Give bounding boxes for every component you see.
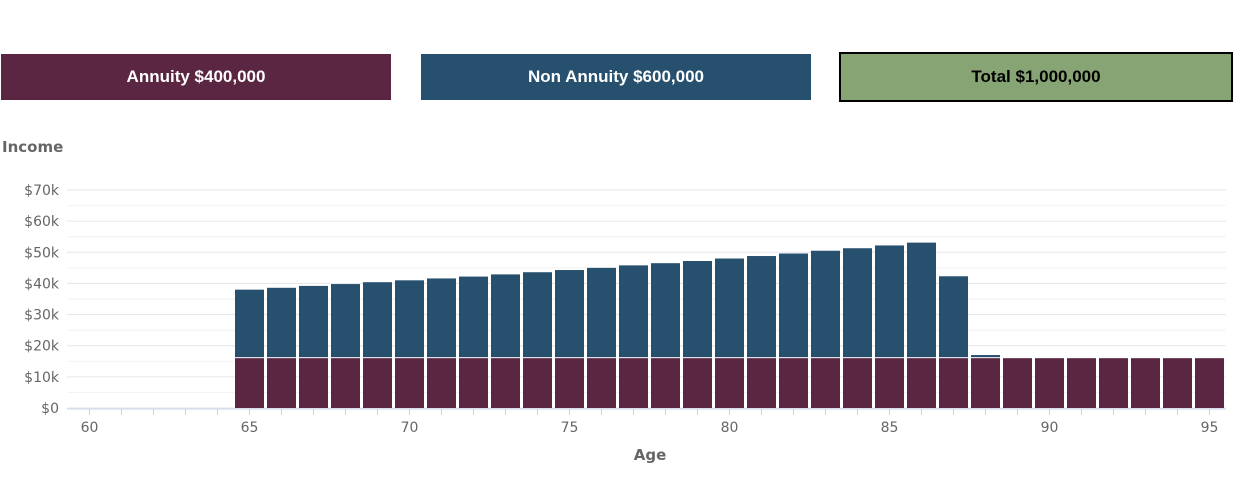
grand-total-label: Total $1,000,000	[971, 67, 1101, 86]
non-annuity-bar-age-77	[619, 265, 648, 358]
x-tick-labels: 60 65 70 75 80 85 90 95	[81, 420, 1219, 436]
x-tick-label: 95	[1201, 420, 1219, 436]
x-tick-label: 65	[241, 420, 259, 436]
non-annuity-bar-age-78	[651, 263, 680, 358]
non-annuity-bar-age-86	[907, 242, 936, 358]
non-annuity-bar-age-84	[843, 248, 872, 358]
non-annuity-bar-age-80	[715, 258, 744, 358]
bars-layer	[235, 242, 1224, 408]
y-tick-label: $20k	[24, 339, 60, 355]
non-annuity-bar-age-68	[331, 284, 360, 358]
non-annuity-bar-age-87	[939, 276, 968, 358]
annuity-bar-age-91	[1067, 358, 1096, 408]
annuity-bar-age-72	[459, 358, 488, 408]
grand-total-banner: Total $1,000,000	[839, 52, 1233, 102]
non-annuity-total-label: Non Annuity $600,000	[527, 67, 705, 86]
annuity-bar-age-89	[1003, 358, 1032, 408]
non-annuity-bar-age-73	[491, 274, 520, 358]
non-annuity-bar-age-74	[523, 272, 552, 358]
non-annuity-bar-age-70	[395, 280, 424, 358]
x-tick-label: 85	[881, 420, 899, 436]
non-annuity-bar-age-71	[427, 278, 456, 358]
non-annuity-bar-age-67	[299, 285, 328, 358]
annuity-total-label: Annuity $400,000	[126, 67, 266, 86]
y-tick-label: $50k	[24, 245, 60, 261]
y-tick-label: $0	[41, 401, 59, 417]
y-tick-label: $70k	[24, 183, 60, 199]
non-annuity-bar-age-88	[971, 355, 1000, 358]
axis-layer	[67, 408, 1226, 415]
x-tick-label: 60	[81, 420, 99, 436]
annuity-bar-age-83	[811, 358, 840, 408]
annuity-bar-age-69	[363, 358, 392, 408]
y-tick-label: $10k	[24, 370, 60, 386]
y-tick-labels: $0 $10k $20k $30k $40k $50k $60k $70k	[24, 183, 60, 417]
x-tick-label: 70	[401, 420, 419, 436]
annuity-bar-age-90	[1035, 358, 1064, 408]
annuity-bar-age-88	[971, 358, 1000, 408]
annuity-bar-age-71	[427, 358, 456, 408]
non-annuity-bar-age-82	[779, 253, 808, 358]
non-annuity-bar-age-79	[683, 261, 712, 358]
x-tick-label: 90	[1041, 420, 1059, 436]
annuity-bar-age-77	[619, 358, 648, 408]
annuity-bar-age-86	[907, 358, 936, 408]
y-tick-label: $40k	[24, 276, 60, 292]
annuity-bar-age-81	[747, 358, 776, 408]
annuity-bar-age-85	[875, 358, 904, 408]
annuity-bar-age-67	[299, 358, 328, 408]
annuity-bar-age-74	[523, 358, 552, 408]
annuity-bar-age-92	[1099, 358, 1128, 408]
annuity-total-banner: Annuity $400,000	[1, 54, 391, 100]
y-axis-title: Income	[2, 138, 63, 156]
annuity-bar-age-73	[491, 358, 520, 408]
annuity-bar-age-87	[939, 358, 968, 408]
non-annuity-bar-age-69	[363, 282, 392, 358]
annuity-bar-age-95	[1195, 358, 1224, 408]
y-tick-label: $30k	[24, 308, 60, 324]
non-annuity-bar-age-75	[555, 270, 584, 358]
x-tick-label: 80	[721, 420, 739, 436]
annuity-bar-age-68	[331, 358, 360, 408]
non-annuity-bar-age-65	[235, 289, 264, 358]
non-annuity-bar-age-81	[747, 256, 776, 358]
non-annuity-bar-age-72	[459, 276, 488, 358]
x-tick-label: 75	[561, 420, 579, 436]
non-annuity-bar-age-66	[267, 287, 296, 358]
annuity-bar-age-78	[651, 358, 680, 408]
annuity-bar-age-66	[267, 358, 296, 408]
annuity-bar-age-75	[555, 358, 584, 408]
annuity-bar-age-79	[683, 358, 712, 408]
non-annuity-bar-age-83	[811, 250, 840, 358]
annuity-bar-age-80	[715, 358, 744, 408]
x-axis-title: Age	[634, 446, 667, 464]
annuity-bar-age-76	[587, 358, 616, 408]
non-annuity-bar-age-76	[587, 267, 616, 358]
annuity-bar-age-93	[1131, 358, 1160, 408]
annuity-bar-age-65	[235, 358, 264, 408]
annuity-bar-age-84	[843, 358, 872, 408]
non-annuity-total-banner: Non Annuity $600,000	[421, 54, 811, 100]
annuity-bar-age-94	[1163, 358, 1192, 408]
non-annuity-bar-age-85	[875, 245, 904, 358]
y-tick-label: $60k	[24, 214, 60, 230]
annuity-bar-age-82	[779, 358, 808, 408]
annuity-bar-age-70	[395, 358, 424, 408]
